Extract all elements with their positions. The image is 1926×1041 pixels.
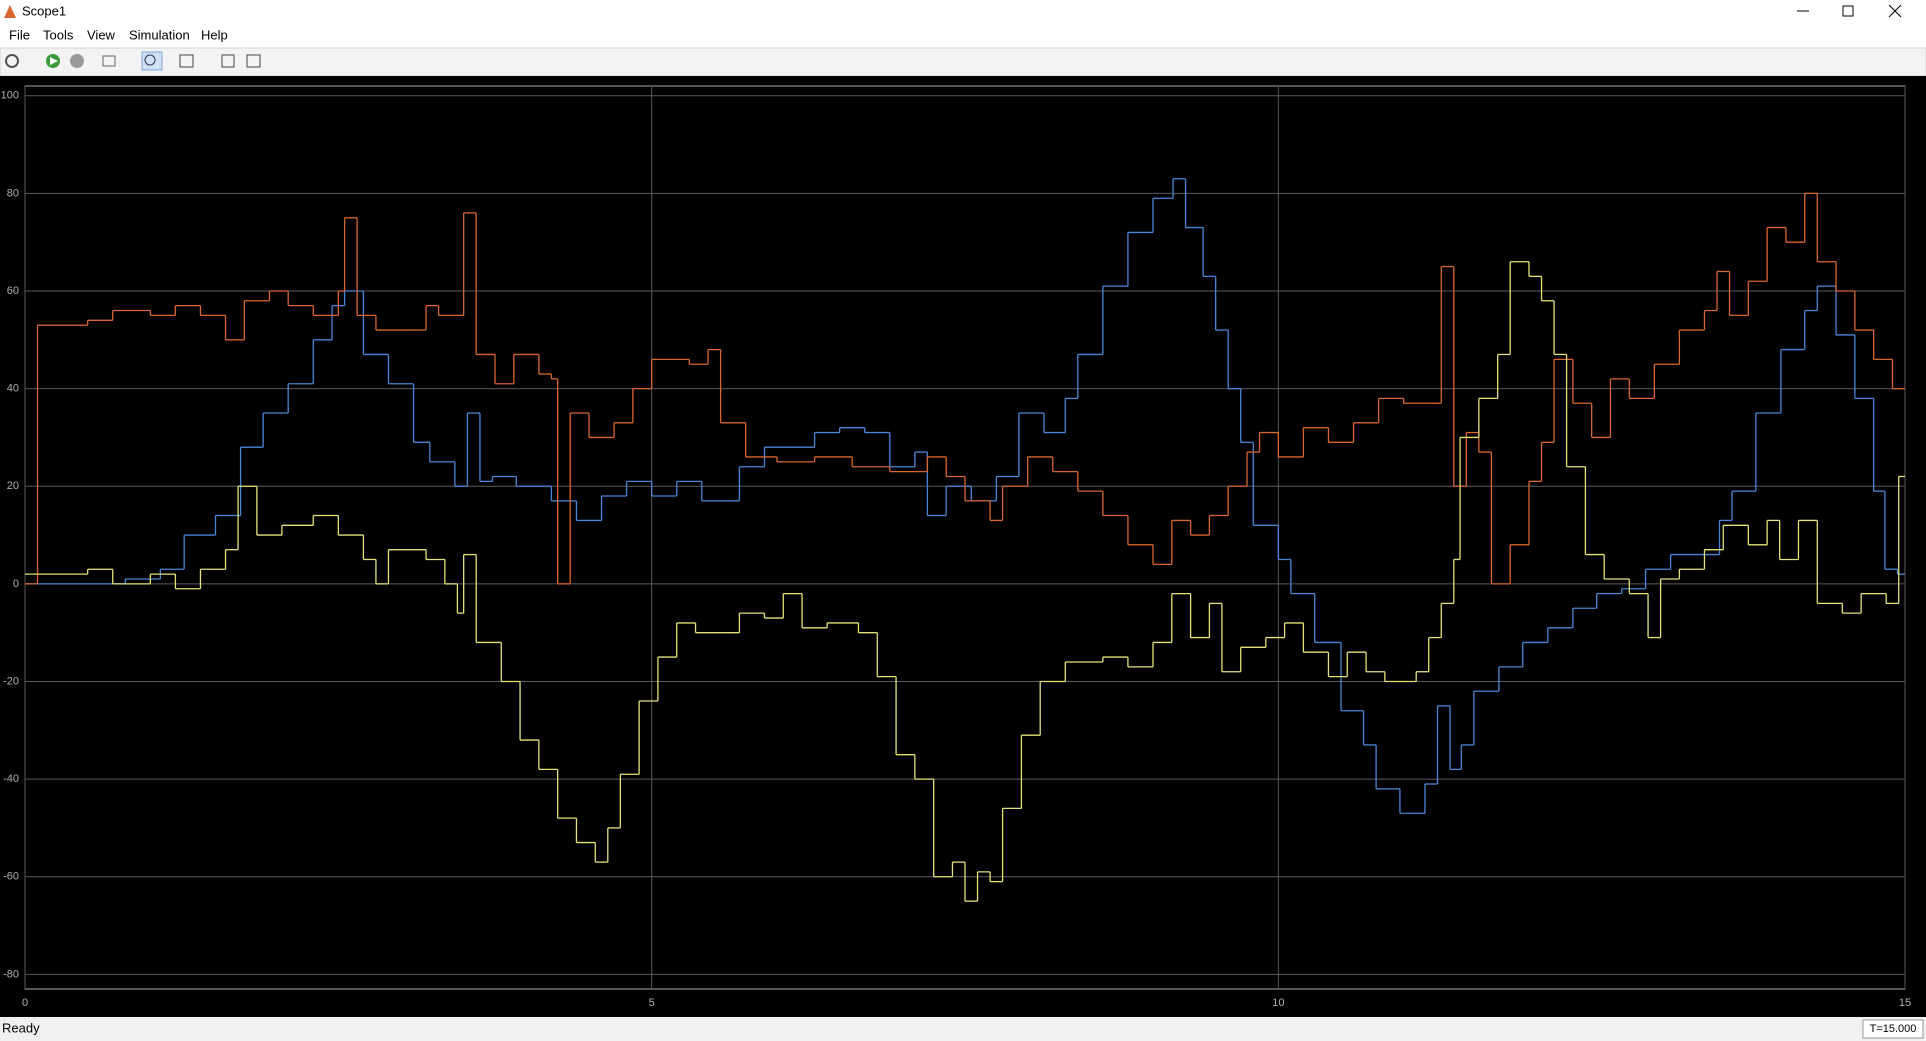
- y-tick-label: 20: [7, 480, 19, 492]
- menu-item[interactable]: View: [87, 27, 116, 42]
- status-bar: [0, 1017, 1926, 1041]
- x-tick-label: 0: [22, 997, 28, 1009]
- y-tick-label: 80: [7, 187, 19, 199]
- x-tick-label: 5: [649, 997, 655, 1009]
- menu-bar: [0, 24, 1926, 48]
- step-button[interactable]: [102, 55, 116, 67]
- y-tick-label: -60: [3, 871, 19, 883]
- y-tick-label: 100: [1, 90, 19, 102]
- time-box: [1862, 1019, 1924, 1039]
- title-bar: [0, 0, 1926, 24]
- menu-item[interactable]: Tools: [43, 27, 74, 42]
- y-tick-label: -20: [3, 675, 19, 687]
- y-tick-label: 40: [7, 383, 19, 395]
- stop-button[interactable]: [70, 54, 84, 68]
- toolbar: [0, 47, 1926, 77]
- x-tick-label: 10: [1272, 997, 1284, 1009]
- plot-area: [24, 85, 1906, 990]
- y-tick-label: -80: [3, 968, 19, 980]
- restore-button[interactable]: [1842, 5, 1854, 17]
- app-icon: [4, 5, 16, 18]
- window-title: Scope1: [22, 3, 66, 18]
- plot-layer: -80 -60 -40 -20 0 20 40 60 80 100 0 5 10 15: [1, 86, 1911, 1009]
- menu-item[interactable]: Help: [201, 27, 228, 42]
- close-button[interactable]: [1888, 4, 1902, 18]
- status-text: Ready: [2, 1020, 40, 1035]
- triggers-button[interactable]: [221, 54, 235, 68]
- menu-item[interactable]: Simulation: [129, 27, 190, 42]
- sim-time: T=15.000: [1870, 1023, 1917, 1035]
- y-tick-label: 60: [7, 285, 19, 297]
- autoscale-button[interactable]: [179, 54, 194, 68]
- y-tick-label: -40: [3, 773, 19, 785]
- run-icon: [50, 57, 58, 65]
- cursor-button[interactable]: [246, 54, 261, 68]
- settings-button[interactable]: [5, 54, 19, 68]
- zoom-icon: [144, 54, 156, 66]
- menu-item[interactable]: File: [9, 27, 30, 42]
- x-tick-label: 15: [1899, 997, 1911, 1009]
- y-tick-label: 0: [13, 578, 19, 590]
